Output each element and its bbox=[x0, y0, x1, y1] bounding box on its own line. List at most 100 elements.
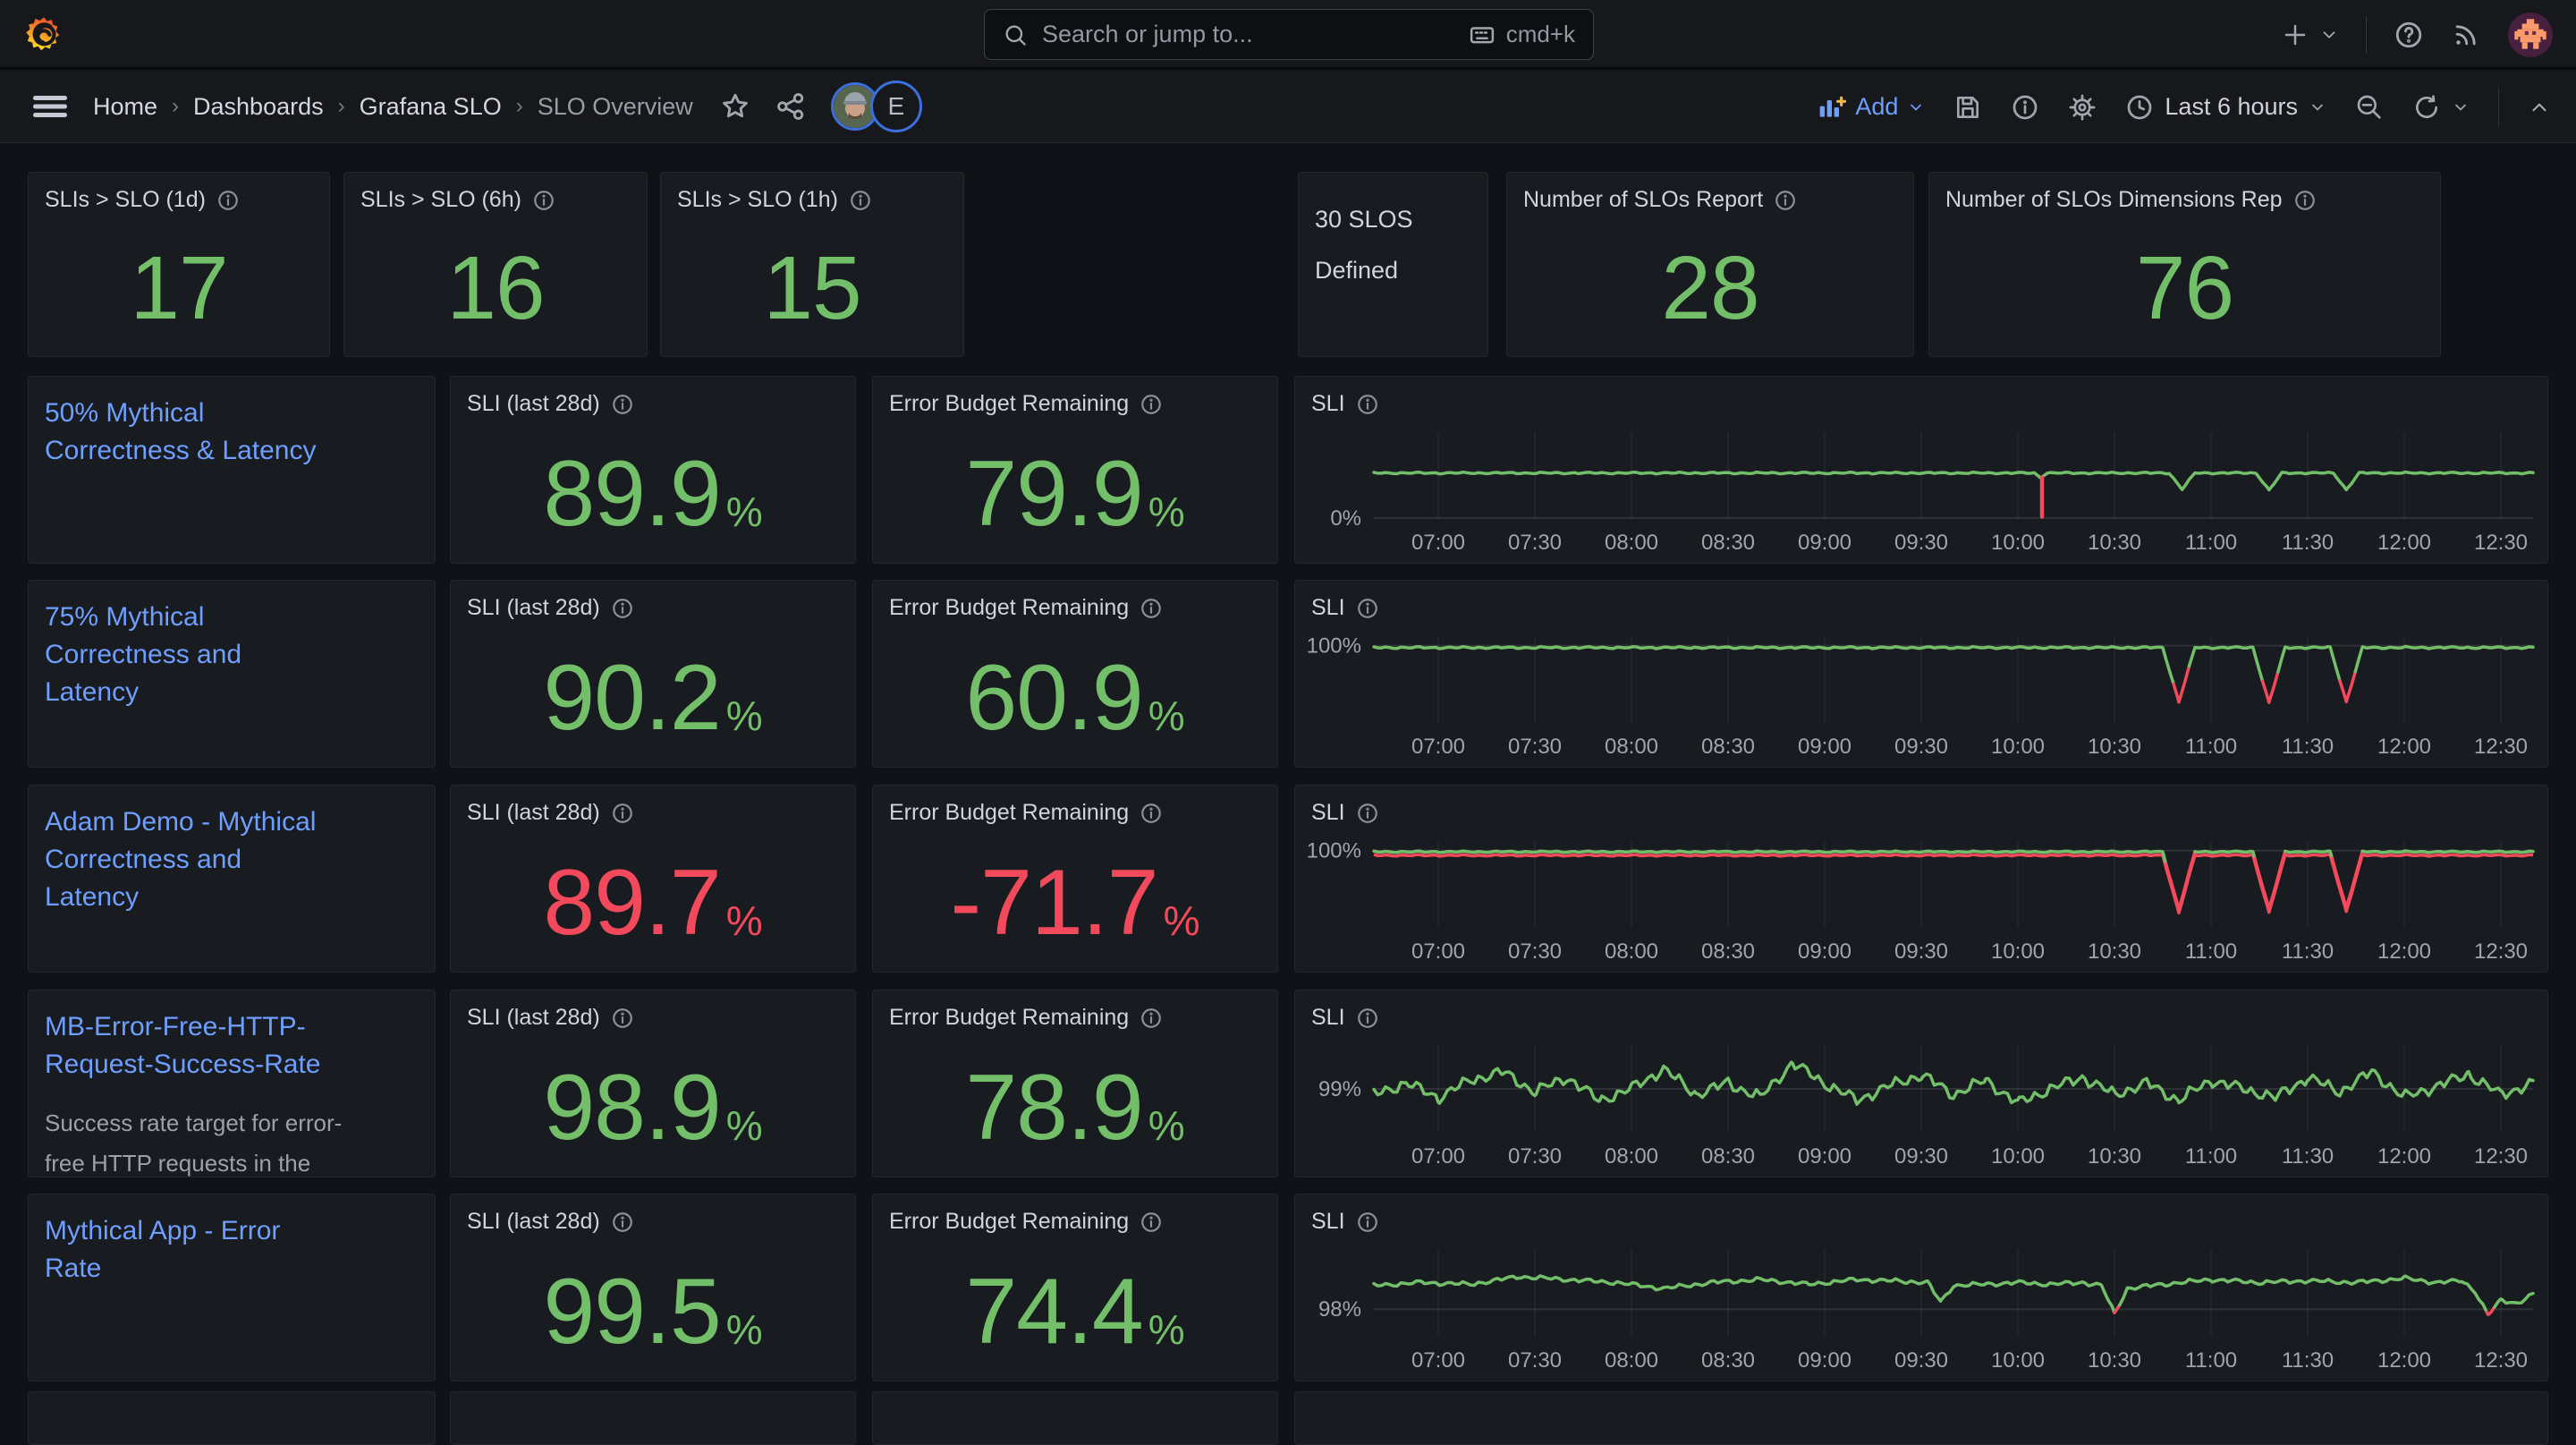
breadcrumb-item-dashboards[interactable]: Dashboards bbox=[193, 92, 324, 120]
error-budget-panel: Error Budget Remaining 78.9% bbox=[872, 990, 1278, 1177]
slo-link[interactable]: Mythical App - Error Rate bbox=[45, 1216, 281, 1283]
panel-title-text: SLIs > SLO (6h) bbox=[360, 187, 521, 212]
svg-text:09:30: 09:30 bbox=[1894, 939, 1948, 964]
info-icon bbox=[612, 394, 632, 414]
top-navigation-bar: Search or jump to... cmd+k bbox=[0, 0, 2576, 69]
svg-text:12:30: 12:30 bbox=[2474, 1144, 2528, 1169]
slo-link[interactable]: Adam Demo - Mythical Correctness and Lat… bbox=[45, 807, 317, 912]
panel-title[interactable]: SLIs > SLO (1d) bbox=[29, 173, 329, 213]
sli-chart-panel: SLI 07:00 07:30 08:00 08:30 09:00 09:30 10:00 10… bbox=[1294, 376, 2548, 564]
svg-text:08:30: 08:30 bbox=[1701, 939, 1755, 964]
slo-link[interactable]: MB-Error-Free-HTTP- Request-Success-Rate bbox=[45, 1012, 321, 1079]
help-button[interactable] bbox=[2394, 20, 2424, 50]
svg-text:100%: 100% bbox=[1307, 839, 1361, 863]
panel-title[interactable]: SLI bbox=[1295, 377, 2547, 417]
grafana-logo[interactable] bbox=[21, 13, 66, 57]
info-icon bbox=[1357, 598, 1377, 618]
rss-icon bbox=[2455, 24, 2476, 45]
search-placeholder: Search or jump to... bbox=[1042, 21, 1253, 47]
help-icon bbox=[2395, 21, 2422, 47]
panel-title[interactable]: Error Budget Remaining bbox=[873, 786, 1277, 826]
panel-title[interactable]: SLI bbox=[1295, 990, 2547, 1031]
panel-title[interactable]: SLI (last 28d) bbox=[451, 1194, 855, 1235]
time-range-picker[interactable]: Last 6 hours bbox=[2125, 93, 2326, 122]
add-panel-button[interactable]: Add bbox=[1818, 93, 1925, 122]
panel-title[interactable]: SLI bbox=[1295, 581, 2547, 621]
dashboard-settings-button[interactable] bbox=[2068, 93, 2097, 122]
panel-title[interactable]: SLI bbox=[1295, 1194, 2547, 1235]
refresh-button[interactable] bbox=[2412, 93, 2470, 122]
editor-avatar[interactable] bbox=[830, 82, 879, 131]
dashboard-insights-button[interactable] bbox=[2011, 93, 2039, 122]
stat-value: 17 bbox=[29, 230, 329, 347]
slo-link[interactable]: 50% Mythical Correctness & Latency bbox=[45, 398, 317, 465]
new-menu-button[interactable] bbox=[2282, 21, 2339, 48]
panel-title[interactable]: SLI (last 28d) bbox=[451, 786, 855, 826]
svg-text:08:00: 08:00 bbox=[1605, 1348, 1658, 1373]
news-button[interactable] bbox=[2451, 20, 2481, 50]
breadcrumb-item-home[interactable]: Home bbox=[93, 92, 158, 120]
stat-number: 17 bbox=[130, 238, 228, 338]
breadcrumb-item-slo-overview[interactable]: SLO Overview bbox=[537, 92, 693, 120]
count-panel-1: Number of SLOs Dimensions Rep 76 bbox=[1928, 172, 2441, 357]
zoom-out-time-button[interactable] bbox=[2355, 93, 2384, 122]
stat-value: 60.9% bbox=[873, 638, 1277, 758]
info-icon bbox=[1357, 1211, 1377, 1232]
sli-chart-panel: SLI 07:00 07:30 08:00 08:30 09:00 09:30 10:00 10… bbox=[1294, 785, 2548, 973]
save-dashboard-button[interactable] bbox=[1953, 93, 1982, 122]
panel-title[interactable]: SLI bbox=[1295, 786, 2547, 826]
info-icon bbox=[1141, 1007, 1162, 1028]
panel-title-text: SLI bbox=[1311, 1209, 1345, 1234]
panel-title[interactable]: Error Budget Remaining bbox=[873, 990, 1277, 1031]
svg-text:07:00: 07:00 bbox=[1411, 939, 1465, 964]
breadcrumb-item-grafana-slo[interactable]: Grafana SLO bbox=[359, 92, 502, 120]
dashboard-header-bar: Home › Dashboards › Grafana SLO › SLO Overview… bbox=[0, 71, 2576, 143]
collapse-toolbar-button[interactable] bbox=[2528, 96, 2551, 119]
sli-timeseries-chart[interactable]: 07:00 07:30 08:00 08:30 09:00 09:30 10:00 10:30… bbox=[1295, 377, 2547, 563]
panel-title-text: SLI (last 28d) bbox=[467, 800, 600, 825]
panel-title-text: SLI bbox=[1311, 1005, 1345, 1030]
favorite-button[interactable] bbox=[720, 91, 750, 122]
panel-title[interactable]: SLI (last 28d) bbox=[451, 990, 855, 1031]
sli-timeseries-chart[interactable]: 07:00 07:30 08:00 08:30 09:00 09:30 10:00 10:30… bbox=[1295, 990, 2547, 1177]
svg-text:11:00: 11:00 bbox=[2185, 1348, 2237, 1373]
panel-title[interactable]: Number of SLOs Report bbox=[1507, 173, 1913, 213]
slo-name-panel: Mythical App - Error Rate bbox=[28, 1194, 436, 1381]
global-search-input[interactable]: Search or jump to... cmd+k bbox=[984, 9, 1594, 60]
panel-title[interactable]: SLI (last 28d) bbox=[451, 581, 855, 621]
share-button[interactable] bbox=[775, 91, 806, 122]
svg-text:11:30: 11:30 bbox=[2282, 531, 2334, 555]
stat-number: 15 bbox=[763, 238, 861, 338]
panel-title[interactable]: SLIs > SLO (6h) bbox=[344, 173, 647, 213]
sli-timeseries-chart[interactable]: 07:00 07:30 08:00 08:30 09:00 09:30 10:00 10:30… bbox=[1295, 1194, 2547, 1381]
panel-title[interactable]: Error Budget Remaining bbox=[873, 1194, 1277, 1235]
panel-title[interactable]: Error Budget Remaining bbox=[873, 377, 1277, 417]
zoom-out-icon bbox=[2357, 95, 2381, 119]
breadcrumb: Home › Dashboards › Grafana SLO › SLO Overview bbox=[93, 93, 693, 121]
slo-link[interactable]: 75% Mythical Correctness and Latency bbox=[45, 602, 242, 707]
panel-title[interactable]: Number of SLOs Dimensions Rep bbox=[1929, 173, 2440, 213]
svg-text:11:00: 11:00 bbox=[2185, 1144, 2237, 1169]
panel-title-text: SLIs > SLO (1h) bbox=[677, 187, 838, 212]
info-icon bbox=[1357, 394, 1377, 414]
sli-timeseries-chart[interactable]: 07:00 07:30 08:00 08:30 09:00 09:30 10:00 10:30… bbox=[1295, 581, 2547, 767]
slo-name-panel: 75% Mythical Correctness and Latency bbox=[28, 580, 436, 768]
editor-avatar-letter[interactable]: E bbox=[869, 81, 922, 132]
share-icon bbox=[776, 93, 803, 120]
info-icon bbox=[1141, 1211, 1162, 1232]
info-icon bbox=[612, 1007, 632, 1028]
panel-title[interactable]: SLIs > SLO (1h) bbox=[661, 173, 963, 213]
breadcrumb-separator: › bbox=[337, 94, 345, 118]
stat-number: 76 bbox=[2135, 238, 2234, 338]
sli-timeseries-chart[interactable]: 07:00 07:30 08:00 08:30 09:00 09:30 10:00 10:30… bbox=[1295, 786, 2547, 972]
menu-toggle-button[interactable] bbox=[32, 92, 68, 121]
panel-title-text: SLI (last 28d) bbox=[467, 1209, 600, 1234]
panel-title[interactable]: SLI (last 28d) bbox=[451, 377, 855, 417]
panel-title[interactable]: Error Budget Remaining bbox=[873, 581, 1277, 621]
percent-suffix: % bbox=[1148, 1102, 1185, 1149]
svg-text:08:00: 08:00 bbox=[1605, 735, 1658, 759]
svg-text:10:30: 10:30 bbox=[2088, 531, 2141, 555]
slo-description: Success rate target for error- free HTTP… bbox=[45, 1109, 343, 1177]
panel-title-text: SLI (last 28d) bbox=[467, 391, 600, 416]
user-avatar[interactable] bbox=[2508, 12, 2553, 57]
